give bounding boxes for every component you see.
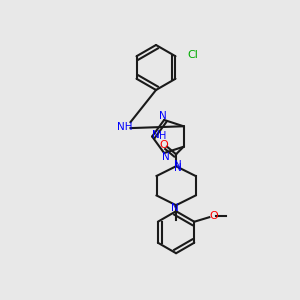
Text: N: N	[171, 202, 178, 213]
Text: N: N	[174, 160, 182, 170]
Text: NH: NH	[117, 122, 132, 132]
Text: O: O	[160, 140, 169, 150]
Text: O: O	[209, 211, 218, 221]
Text: N: N	[152, 130, 160, 140]
Text: N: N	[174, 163, 182, 173]
Text: Cl: Cl	[188, 50, 198, 60]
Text: N: N	[159, 111, 167, 122]
Text: H: H	[159, 131, 166, 141]
Text: N: N	[162, 152, 170, 162]
